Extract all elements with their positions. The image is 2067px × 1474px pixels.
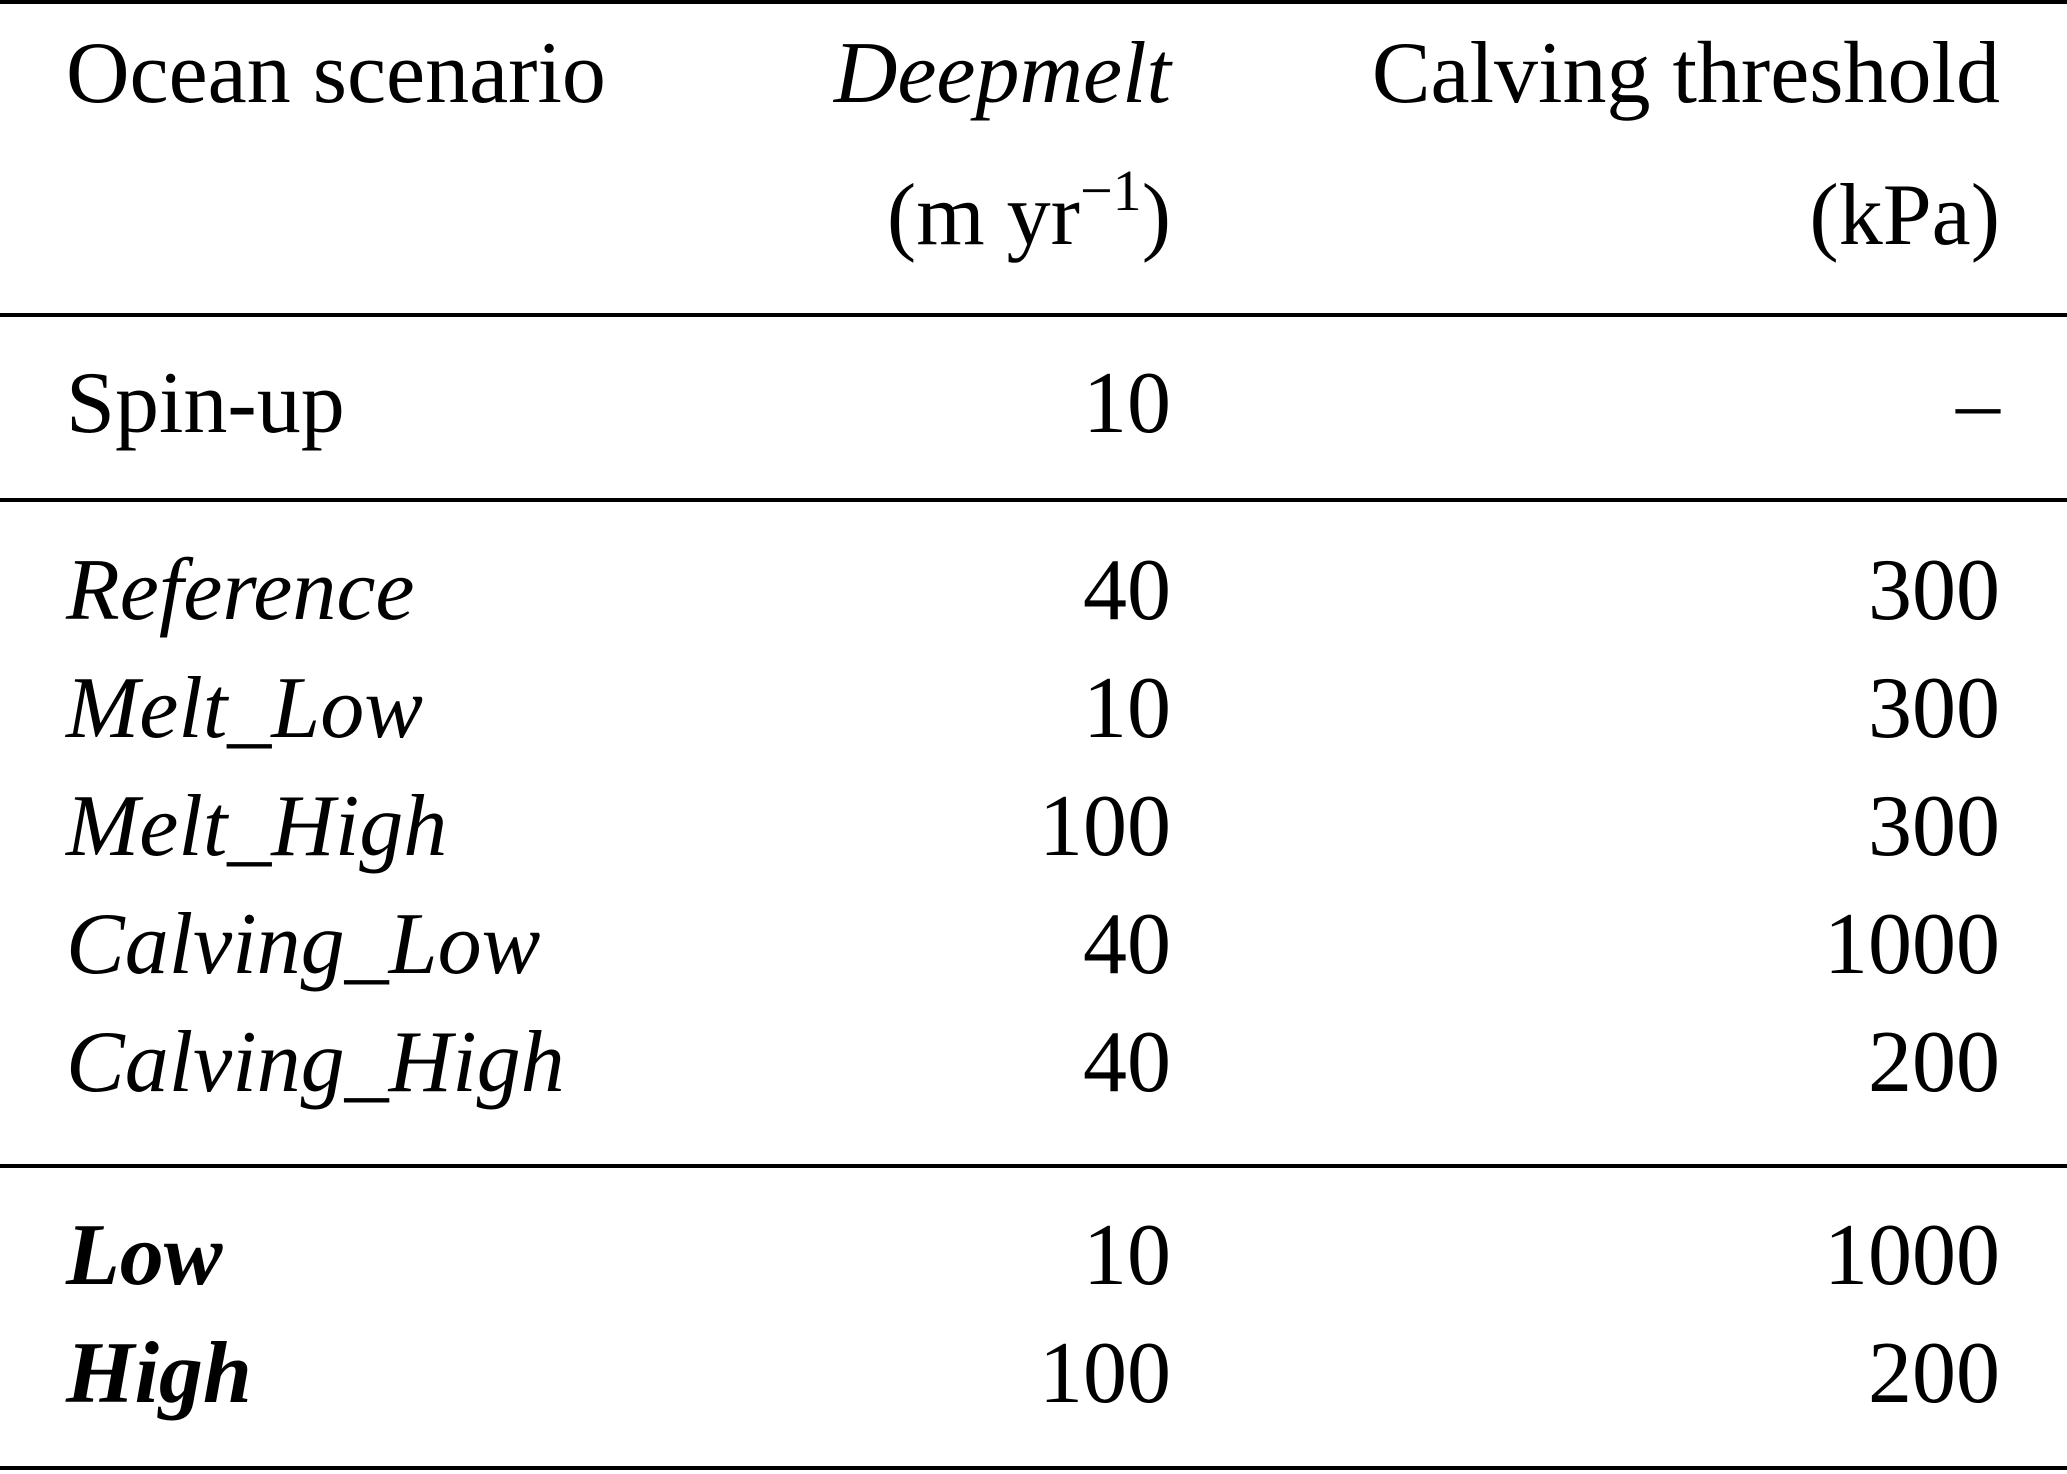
header-rule [0,313,2067,317]
bottom-rule [0,1466,2067,1470]
unit-exponent: −1 [1079,158,1142,223]
spinup-deepmelt: 10 [1083,355,1171,452]
unit-prefix: (m yr [886,167,1080,264]
header-deepmelt: Deepmelt [833,25,1171,122]
row-scenario: Calving_High [66,1014,565,1111]
row-calving: 1000 [1824,896,2000,993]
row-deepmelt: 100 [1039,1325,1171,1422]
row-calving: 300 [1868,660,2000,757]
row-deepmelt: 40 [1083,896,1171,993]
row-deepmelt: 40 [1083,542,1171,639]
row-calving: 1000 [1824,1207,2000,1304]
row-calving: 300 [1868,542,2000,639]
row-scenario: Calving_Low [66,896,541,993]
unit-suffix: ) [1141,167,1171,264]
row-scenario: Reference [66,542,415,639]
spinup-scenario: Spin-up [66,355,345,452]
row-scenario: Melt_High [66,778,448,875]
row-deepmelt: 40 [1083,1014,1171,1111]
row-scenario: Low [66,1207,223,1304]
top-rule [0,0,2067,4]
spinup-rule [0,498,2067,502]
row-scenario: High [66,1325,252,1422]
row-deepmelt: 100 [1039,778,1171,875]
header-ocean-scenario: Ocean scenario [66,25,606,122]
header-deepmelt-unit: (m yr−1) [887,162,1171,260]
row-scenario: Melt_Low [66,660,423,757]
row-calving: 300 [1868,778,2000,875]
spinup-calving: – [1956,355,2000,452]
row-deepmelt: 10 [1083,1207,1171,1304]
row-calving: 200 [1868,1014,2000,1111]
row-calving: 200 [1868,1325,2000,1422]
scenarios-rule [0,1164,2067,1168]
header-calving-threshold: Calving threshold [1371,25,2000,122]
header-calving-unit: (kPa) [1809,167,2000,264]
row-deepmelt: 10 [1083,660,1171,757]
